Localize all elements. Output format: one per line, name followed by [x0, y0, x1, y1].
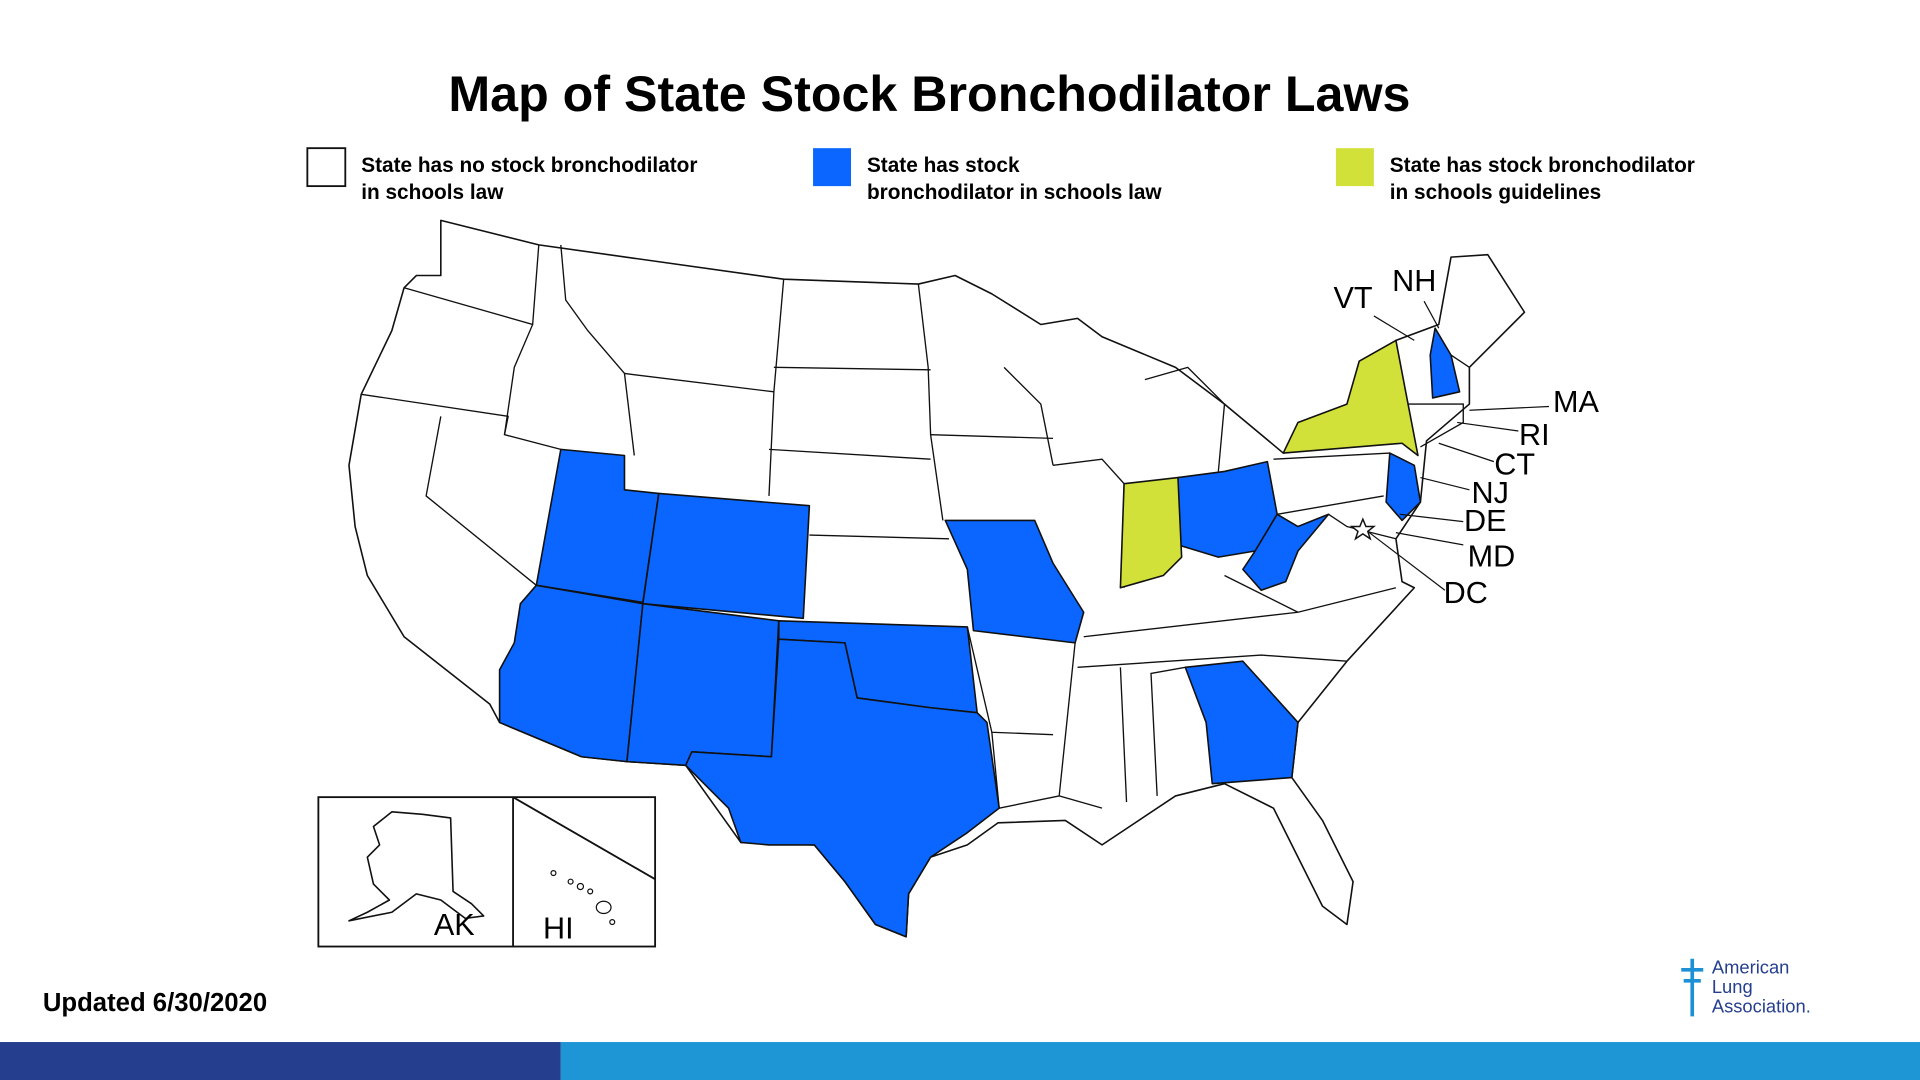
legend-swatch — [813, 148, 852, 187]
legend-label: bronchodilator in schools law — [867, 181, 1162, 204]
legend-label: in schools law — [361, 181, 504, 204]
inset-label: HI — [543, 912, 574, 946]
legend-label: in schools guidelines — [1390, 181, 1601, 204]
state-label: DE — [1464, 504, 1507, 538]
insets — [317, 796, 657, 948]
state-new-jersey — [1385, 452, 1422, 522]
state-colorado — [642, 492, 811, 620]
leader-line — [1438, 442, 1495, 463]
state-new-york — [1282, 339, 1419, 457]
state-indiana — [1119, 476, 1183, 589]
inset-label: AK — [434, 908, 475, 942]
inset-divider — [512, 796, 656, 880]
leader-line — [1420, 476, 1470, 491]
leader-line — [1367, 530, 1446, 591]
dc-star — [1349, 517, 1376, 541]
state-missouri — [944, 519, 1085, 644]
footer-bar-light — [560, 1042, 1920, 1080]
state-label: VT — [1333, 281, 1372, 315]
legend-label: State has stock — [867, 154, 1020, 177]
updated-note: Updated 6/30/2020 — [43, 989, 267, 1017]
leader-line — [1373, 315, 1415, 341]
legend-swatch — [306, 147, 347, 188]
legend-swatch — [1335, 148, 1374, 187]
us-map — [348, 219, 1526, 938]
leader-line — [1399, 513, 1464, 523]
leader-line — [1469, 405, 1550, 411]
state-label: DC — [1444, 576, 1488, 610]
state-label: MD — [1468, 539, 1516, 573]
state-arizona — [498, 584, 644, 763]
state-label: NH — [1392, 264, 1436, 298]
title: Map of State Stock Bronchodilator Laws — [448, 66, 1410, 122]
state-georgia — [1184, 660, 1299, 785]
state-borders — [361, 244, 1470, 809]
leader-line — [1423, 300, 1440, 329]
state-new-hampshire — [1429, 327, 1461, 399]
state-new-mexico — [626, 602, 780, 767]
logo-text: Lung — [1712, 976, 1753, 997]
inset-frame — [317, 796, 657, 948]
leader-line — [1395, 532, 1464, 546]
logo-text: Association. — [1712, 996, 1811, 1017]
state-label: NJ — [1471, 476, 1508, 510]
state-label: CT — [1494, 448, 1535, 482]
leader-line — [1457, 421, 1519, 432]
state-label: MA — [1553, 385, 1599, 419]
state-label: RI — [1519, 418, 1550, 452]
state-texas — [684, 638, 1000, 938]
state-west-virginia — [1242, 513, 1330, 592]
hawaii — [550, 870, 616, 926]
legend-label: State has stock bronchodilator — [1390, 154, 1695, 177]
legend: State has no stock bronchodilator in scho… — [306, 147, 1695, 204]
logo-text: American — [1712, 956, 1790, 977]
footer-bar-dark — [0, 1042, 561, 1080]
legend-label: State has no stock bronchodilator — [361, 154, 697, 177]
alaska — [348, 811, 485, 922]
